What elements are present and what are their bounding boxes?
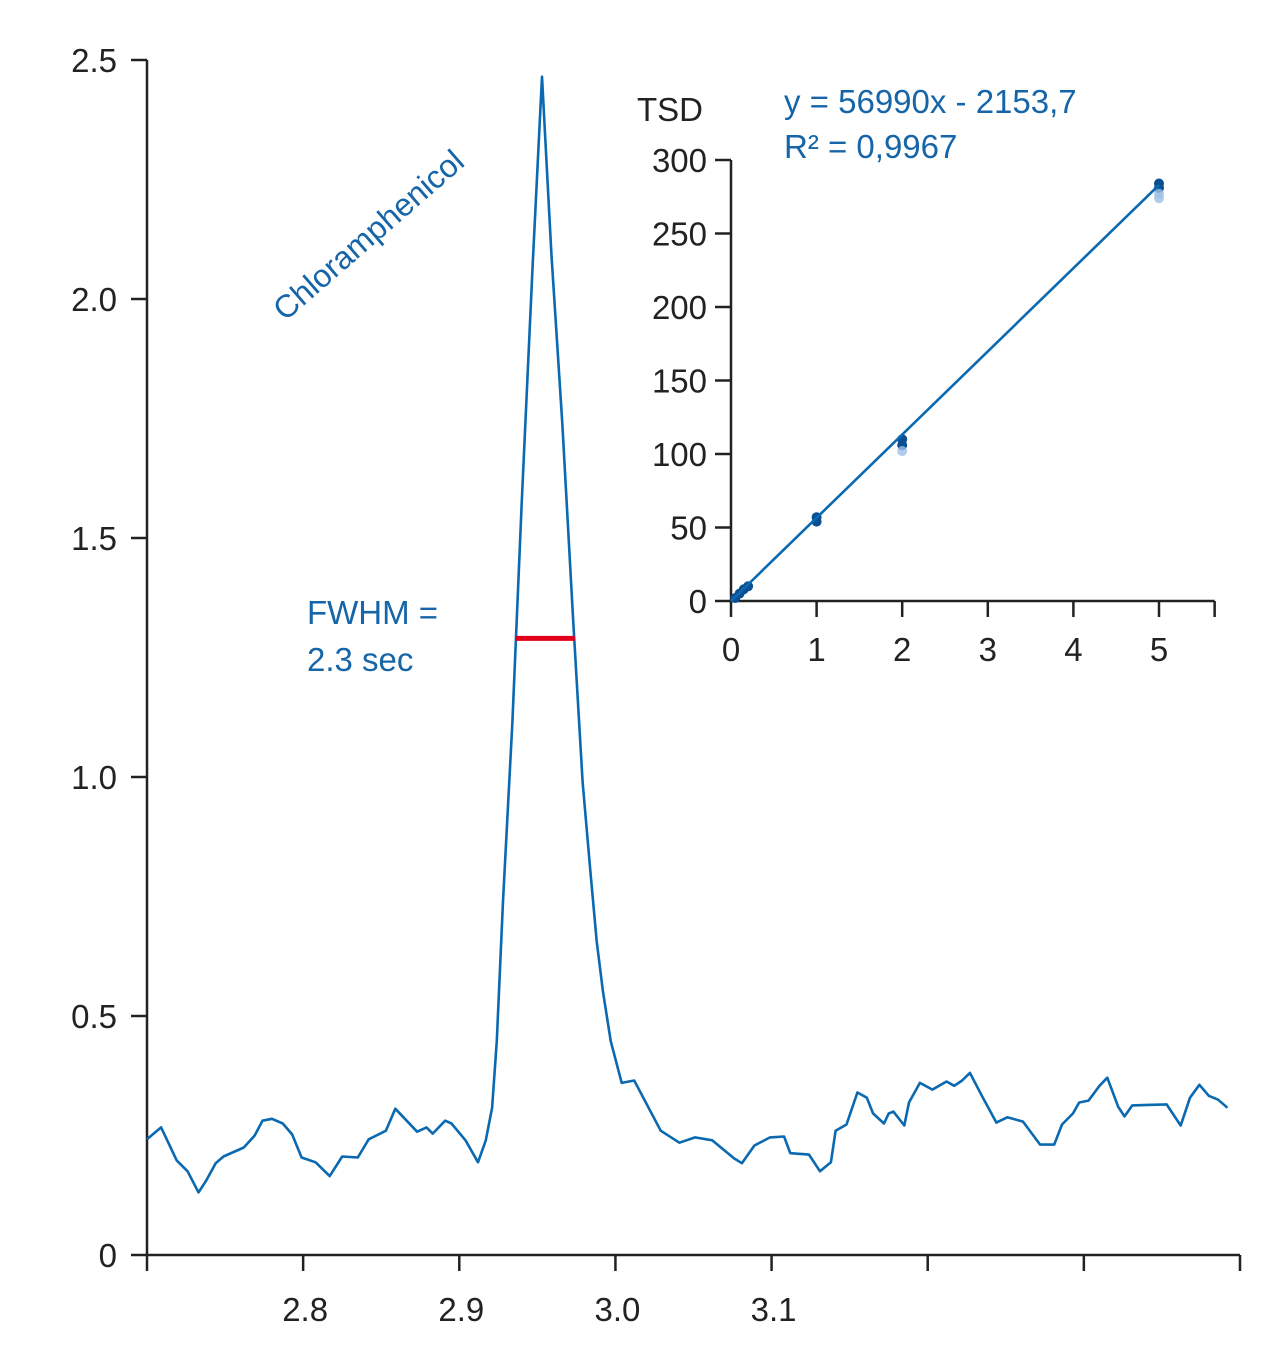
- inset-y-tick-label: 100: [652, 436, 707, 473]
- inset-chart-plot: [730, 178, 1164, 604]
- r-squared-label: R² = 0,9967: [784, 128, 957, 165]
- y-tick-label: 1.5: [71, 520, 117, 557]
- inset-chart-axes: 0 50 100 150 200 250 300 0 1 2 3 4 5: [652, 142, 1216, 668]
- inset-y-tick-label: 50: [670, 510, 707, 547]
- main-chart-plot: [146, 75, 1229, 1194]
- calibration-point: [897, 446, 908, 457]
- inset-y-tick-label: 0: [689, 583, 707, 620]
- fwhm-label-line1: FWHM =: [307, 594, 438, 631]
- inset-y-axis-label: TSD: [637, 91, 703, 128]
- inset-x-tick-label: 0: [722, 631, 740, 668]
- x-tick-label: 3.0: [594, 1291, 640, 1328]
- fit-line: [730, 184, 1160, 602]
- inset-x-tick-label: 4: [1064, 631, 1082, 668]
- peak-label: Chloramphenicol: [266, 143, 471, 328]
- x-tick-label: 2.9: [438, 1291, 484, 1328]
- x-tick-label: 3.1: [751, 1291, 797, 1328]
- y-tick-label: 0.5: [71, 998, 117, 1035]
- x-tick-label: 2.8: [282, 1291, 328, 1328]
- main-chart-axes: 0 0.5 1.0 1.5 2.0 2.5 2.8 2.9 3.0 3.1: [71, 42, 1242, 1328]
- inset-x-tick-label: 3: [979, 631, 997, 668]
- inset-y-tick-label: 200: [652, 289, 707, 326]
- inset-y-tick-label: 150: [652, 363, 707, 400]
- signal-trace: [146, 75, 1229, 1194]
- y-tick-label: 1.0: [71, 759, 117, 796]
- y-tick-label: 2.5: [71, 42, 117, 79]
- calibration-point: [743, 581, 754, 592]
- inset-y-tick-label: 300: [652, 142, 707, 179]
- inset-x-tick-label: 2: [893, 631, 911, 668]
- y-tick-label: 2.0: [71, 281, 117, 318]
- y-tick-label: 0: [99, 1237, 117, 1274]
- inset-y-tick-label: 250: [652, 216, 707, 253]
- fwhm-label-line2: 2.3 sec: [307, 641, 413, 678]
- inset-x-tick-label: 5: [1150, 631, 1168, 668]
- calibration-equation: y = 56990x - 2153,7: [784, 83, 1077, 120]
- inset-x-tick-label: 1: [807, 631, 825, 668]
- calibration-point: [1154, 193, 1164, 204]
